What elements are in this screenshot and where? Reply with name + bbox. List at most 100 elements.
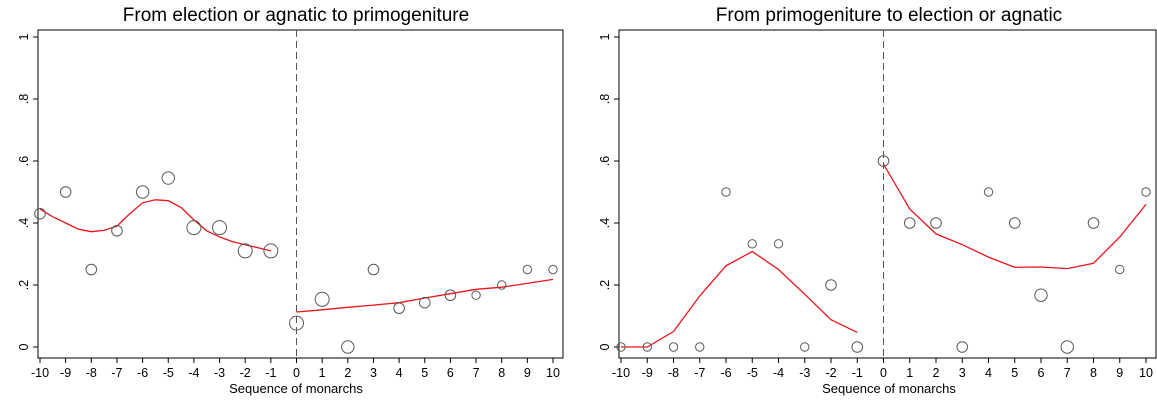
fit-line: [882, 163, 1147, 270]
data-point: [851, 341, 864, 353]
data-point: [85, 263, 98, 276]
data-point: [721, 187, 731, 197]
x-tick-label: 6: [1038, 366, 1045, 380]
x-tick-label: 5: [421, 366, 428, 380]
x-tick-label: 9: [524, 366, 531, 380]
data-point: [497, 280, 507, 290]
plot-frame: [618, 29, 1157, 359]
x-tick-label: -2: [240, 366, 251, 380]
data-point: [1087, 217, 1100, 229]
data-point: [393, 302, 405, 315]
data-point: [825, 279, 837, 291]
x-tick-label: -8: [86, 366, 97, 380]
x-tick-label: 7: [473, 366, 480, 380]
x-tick-label: -10: [612, 366, 630, 380]
y-tick-label: 1: [598, 33, 612, 40]
data-point: [263, 243, 279, 259]
data-point: [522, 264, 533, 275]
data-point: [34, 207, 46, 220]
fit-line: [621, 250, 858, 348]
data-point: [616, 342, 626, 352]
data-point: [695, 342, 705, 352]
x-tick-label: -9: [642, 366, 653, 380]
x-tick-label: -5: [747, 366, 758, 380]
x-tick-label: 1: [319, 366, 326, 380]
data-point: [800, 342, 810, 352]
panel-title: From primogeniture to election or agnati…: [716, 5, 1062, 26]
y-tick-label: .6: [17, 156, 31, 166]
data-point: [642, 342, 652, 352]
x-tick-label: -8: [668, 366, 679, 380]
y-tick-label: .6: [598, 156, 612, 166]
x-tick-label: -6: [720, 366, 731, 380]
x-tick-label: -2: [825, 366, 836, 380]
x-tick-label: -9: [60, 366, 71, 380]
fit-line: [296, 278, 554, 313]
x-tick-label: -10: [31, 366, 49, 380]
panel-title: From election or agnatic to primogenitur…: [123, 5, 469, 26]
x-tick-label: -3: [799, 366, 810, 380]
data-point: [1008, 217, 1021, 229]
x-tick-label: 0: [880, 366, 887, 380]
data-point: [111, 224, 123, 237]
y-tick-label: .2: [17, 280, 31, 290]
x-tick-label: 6: [447, 366, 454, 380]
x-tick-label: 1: [906, 366, 913, 380]
data-point: [1060, 340, 1074, 354]
x-tick-label: 8: [1090, 366, 1097, 380]
y-tick-label: .2: [598, 280, 612, 290]
data-point: [367, 263, 380, 276]
plot-frame: [37, 29, 564, 359]
data-point: [877, 155, 890, 167]
data-point: [289, 315, 304, 331]
x-tick-label: -7: [111, 366, 122, 380]
data-point: [668, 342, 679, 352]
data-point: [1115, 264, 1125, 275]
x-axis-label: Sequence of monarchs: [822, 381, 956, 396]
x-tick-label: -7: [694, 366, 705, 380]
data-point: [341, 340, 355, 354]
panel-election-to-primogeniture: From election or agnatic to primogenitur…: [17, 5, 564, 396]
x-tick-label: 7: [1064, 366, 1071, 380]
data-point: [956, 341, 969, 353]
x-tick-label: 3: [959, 366, 966, 380]
x-tick-label: -1: [265, 366, 276, 380]
data-point: [903, 217, 916, 229]
y-tick-label: 0: [17, 343, 31, 350]
x-tick-label: 10: [546, 366, 560, 380]
x-tick-label: 5: [1011, 366, 1018, 380]
data-point: [237, 243, 253, 259]
data-point: [1141, 187, 1151, 197]
data-point: [314, 291, 330, 307]
y-tick-label: 1: [17, 33, 31, 40]
data-point: [418, 296, 431, 309]
x-tick-label: 0: [293, 366, 300, 380]
x-tick-label: 2: [344, 366, 351, 380]
x-tick-label: 4: [985, 366, 992, 380]
x-tick-label: 9: [1116, 366, 1123, 380]
x-tick-label: 10: [1139, 366, 1153, 380]
x-tick-label: -5: [163, 366, 174, 380]
fit-line: [39, 199, 272, 252]
data-point: [161, 171, 175, 185]
x-tick-label: -6: [137, 366, 148, 380]
y-tick-label: 0: [598, 343, 612, 350]
x-tick-label: 4: [396, 366, 403, 380]
x-tick-label: -1: [852, 366, 863, 380]
data-point: [983, 187, 994, 197]
data-point: [444, 289, 457, 302]
y-tick-label: .8: [17, 94, 31, 104]
data-point: [747, 239, 757, 249]
data-point: [471, 290, 481, 300]
data-point: [773, 239, 784, 249]
data-point: [1034, 288, 1048, 302]
data-point: [548, 264, 558, 275]
y-tick-label: .4: [598, 218, 612, 228]
data-point: [212, 220, 228, 236]
x-tick-label: 8: [498, 366, 505, 380]
panel-primogeniture-to-election: From primogeniture to election or agnati…: [598, 5, 1157, 396]
x-tick-label: -4: [773, 366, 784, 380]
x-tick-label: -4: [188, 366, 199, 380]
